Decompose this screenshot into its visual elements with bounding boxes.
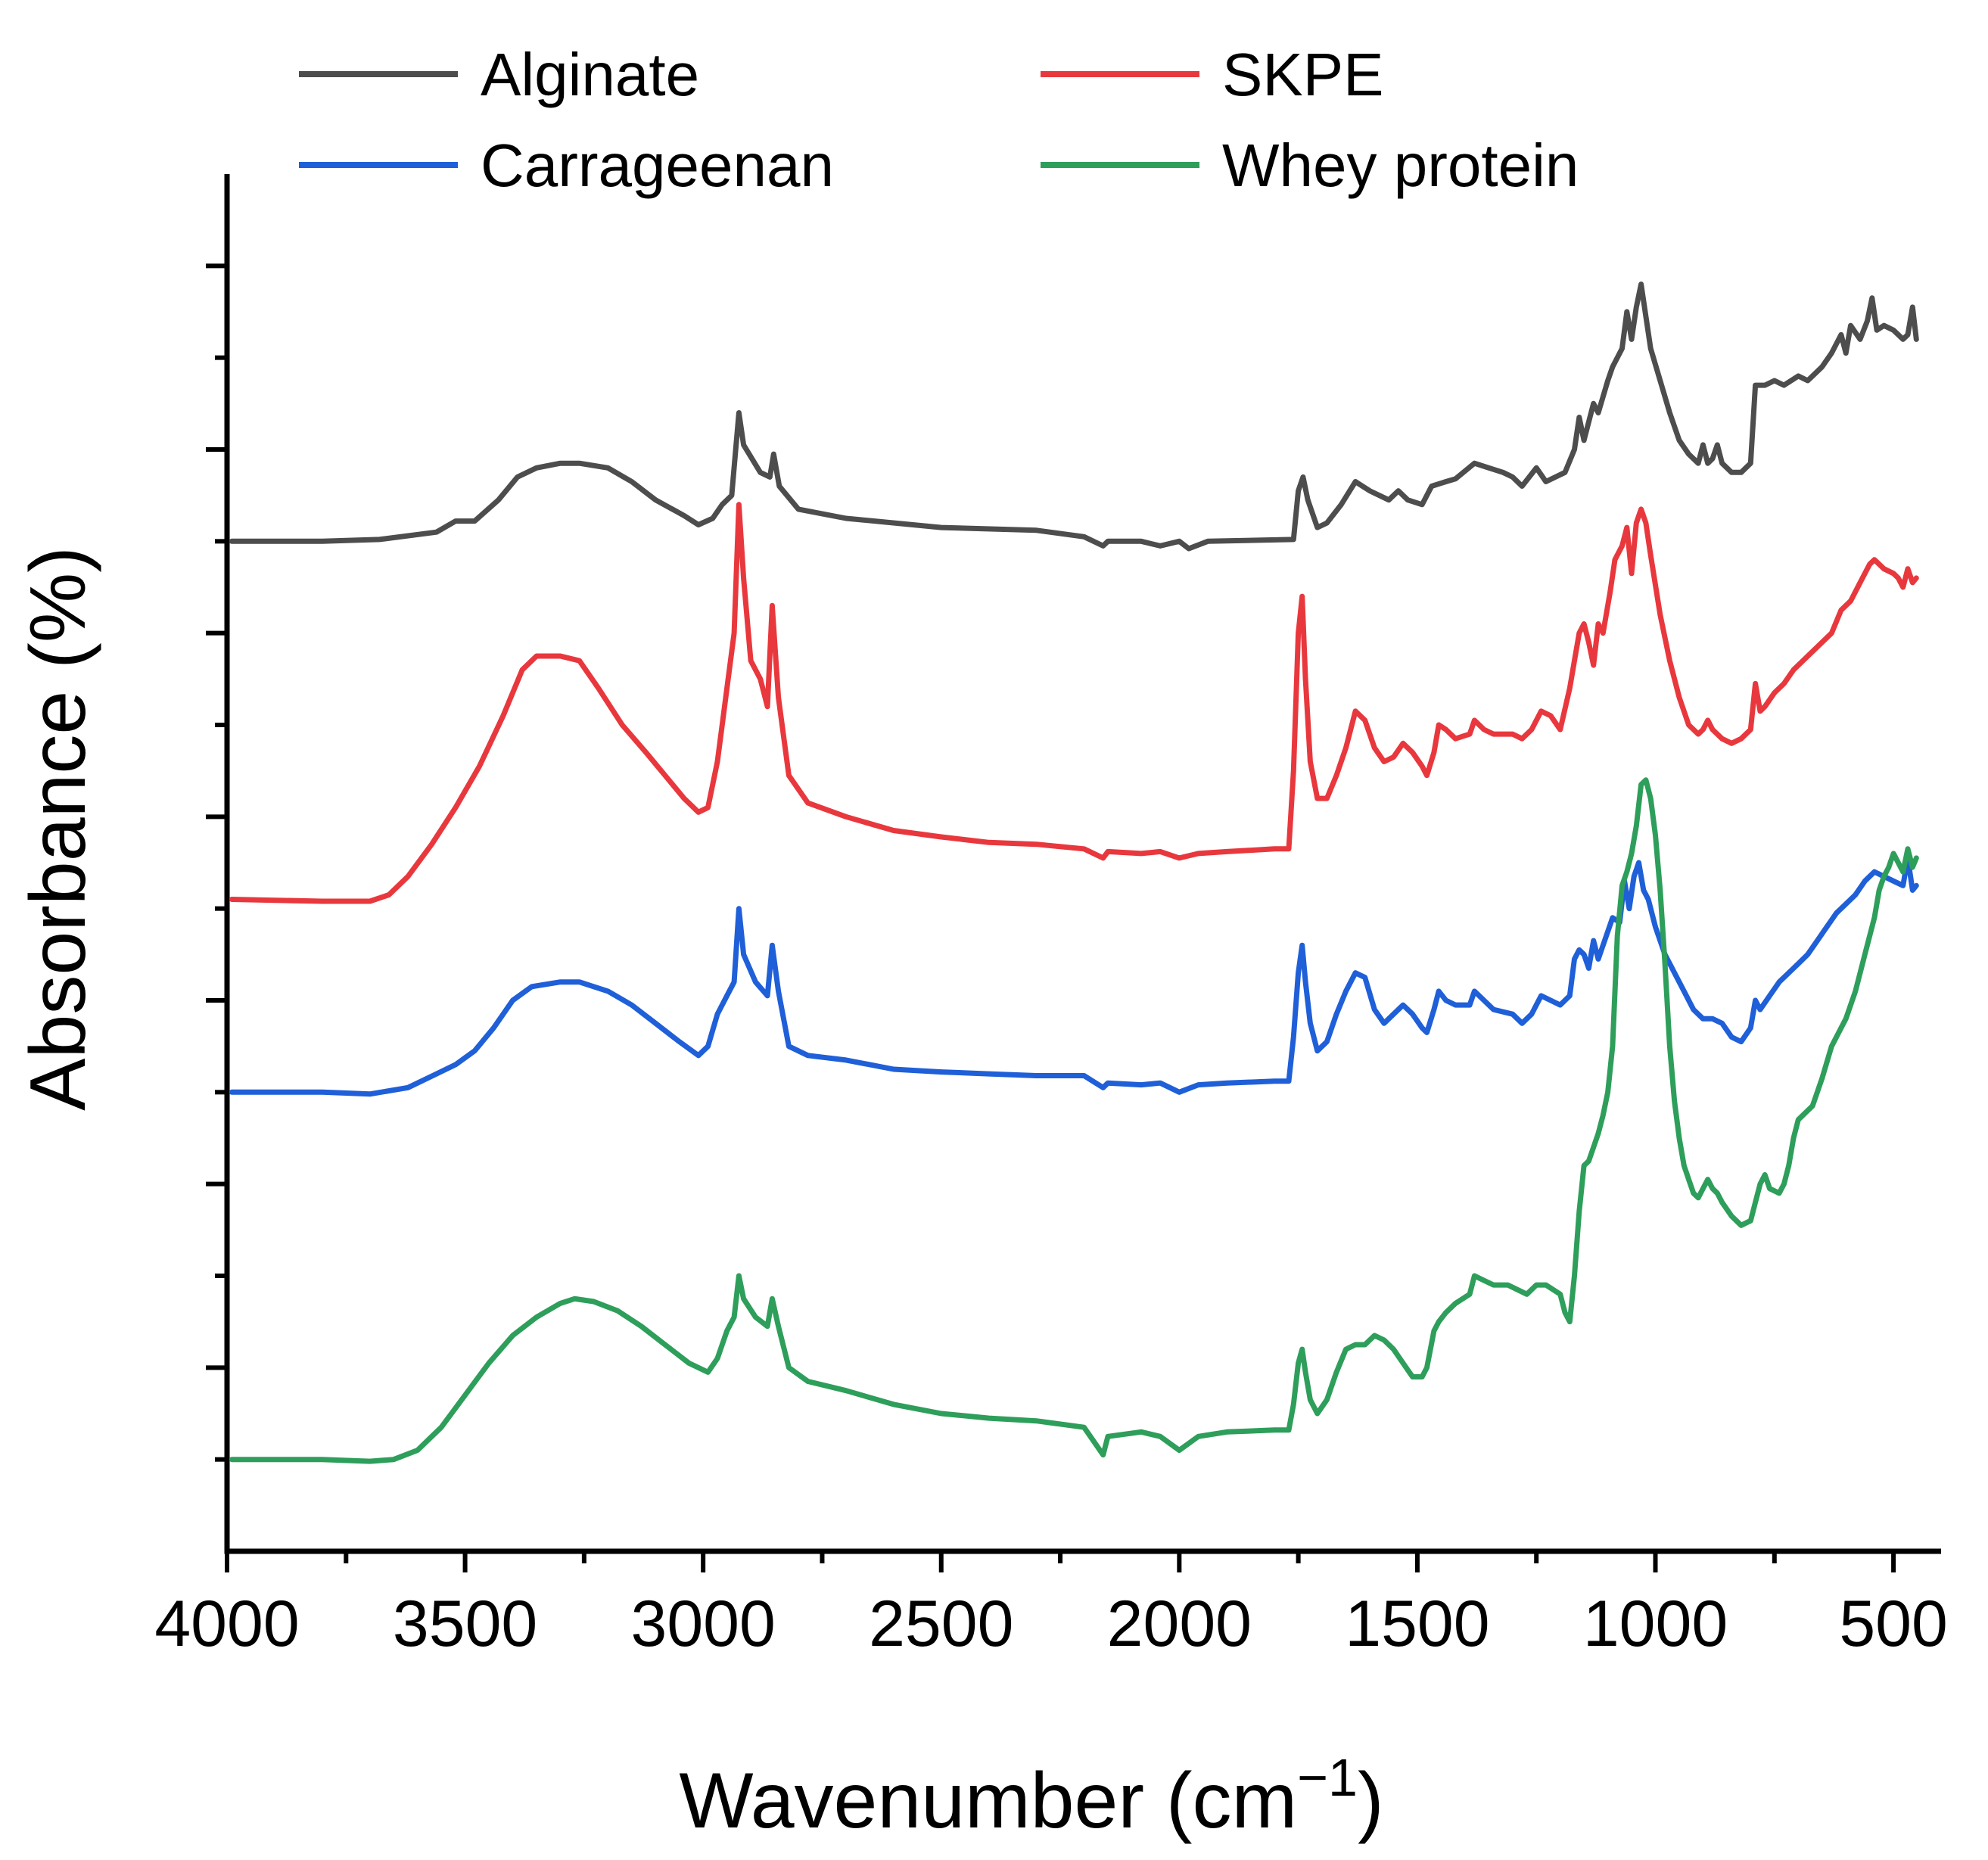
legend-label-alginate: Alginate [481, 41, 699, 108]
axes: 4000 3500 3000 2500 2000 1500 1000 500 [154, 174, 1948, 1660]
x-tick-label: 3500 [393, 1588, 537, 1660]
axis-lines [224, 174, 1941, 1554]
series-lines [229, 281, 1919, 1464]
legend-label-whey-protein: Whey protein [1222, 132, 1579, 199]
series-line-alginate [229, 281, 1919, 552]
x-axis-title: Wavenumber (cm−1) [679, 1748, 1383, 1845]
x-tick-label: 1000 [1583, 1588, 1728, 1660]
x-tick-label: 2500 [869, 1588, 1013, 1660]
x-tick-label: 500 [1839, 1588, 1948, 1660]
legend: Alginate SKPE Carrageenan Whey protein [299, 41, 1579, 199]
x-axis-title-main: Wavenumber (cm [679, 1757, 1297, 1845]
series-line-skpe [229, 502, 1919, 904]
x-tick-label: 1500 [1345, 1588, 1489, 1660]
x-tick-label: 2000 [1107, 1588, 1252, 1660]
y-axis-title: Absorbance (%) [14, 546, 102, 1111]
x-tick-label: 4000 [154, 1588, 299, 1660]
x-axis-title-superscript: −1 [1297, 1748, 1358, 1807]
legend-label-carrageenan: Carrageenan [481, 132, 834, 199]
series-line-carrageenan [229, 855, 1919, 1097]
series-line-whey-protein [229, 777, 1919, 1464]
x-tick-label: 3000 [631, 1588, 776, 1660]
legend-label-skpe: SKPE [1222, 41, 1383, 108]
x-axis-title-suffix: ) [1358, 1757, 1384, 1845]
